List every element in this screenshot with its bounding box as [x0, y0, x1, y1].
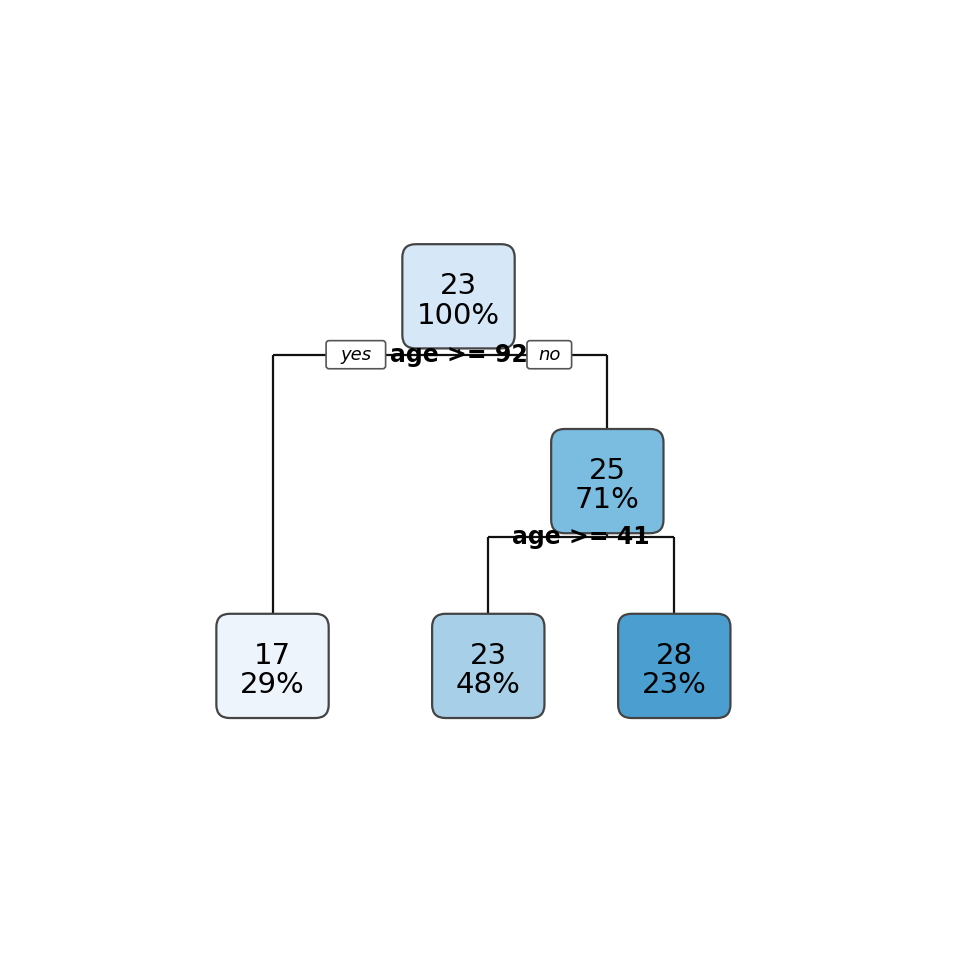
Text: yes: yes [340, 346, 372, 364]
FancyBboxPatch shape [527, 341, 571, 369]
Text: 48%: 48% [456, 671, 520, 699]
FancyBboxPatch shape [326, 341, 386, 369]
FancyBboxPatch shape [618, 613, 731, 718]
Text: 71%: 71% [575, 487, 639, 515]
Text: 25: 25 [588, 457, 626, 485]
Text: 23: 23 [469, 641, 507, 669]
Text: no: no [539, 346, 561, 364]
Text: 28: 28 [656, 641, 693, 669]
FancyBboxPatch shape [432, 613, 544, 718]
FancyBboxPatch shape [551, 429, 663, 533]
Text: 100%: 100% [417, 301, 500, 329]
FancyBboxPatch shape [402, 244, 515, 348]
Text: age >= 92: age >= 92 [390, 343, 527, 367]
Text: 23%: 23% [642, 671, 707, 699]
Text: 29%: 29% [240, 671, 305, 699]
Text: 23: 23 [440, 272, 477, 300]
FancyBboxPatch shape [216, 613, 328, 718]
Text: 17: 17 [254, 641, 291, 669]
Text: age >= 41: age >= 41 [513, 524, 650, 548]
